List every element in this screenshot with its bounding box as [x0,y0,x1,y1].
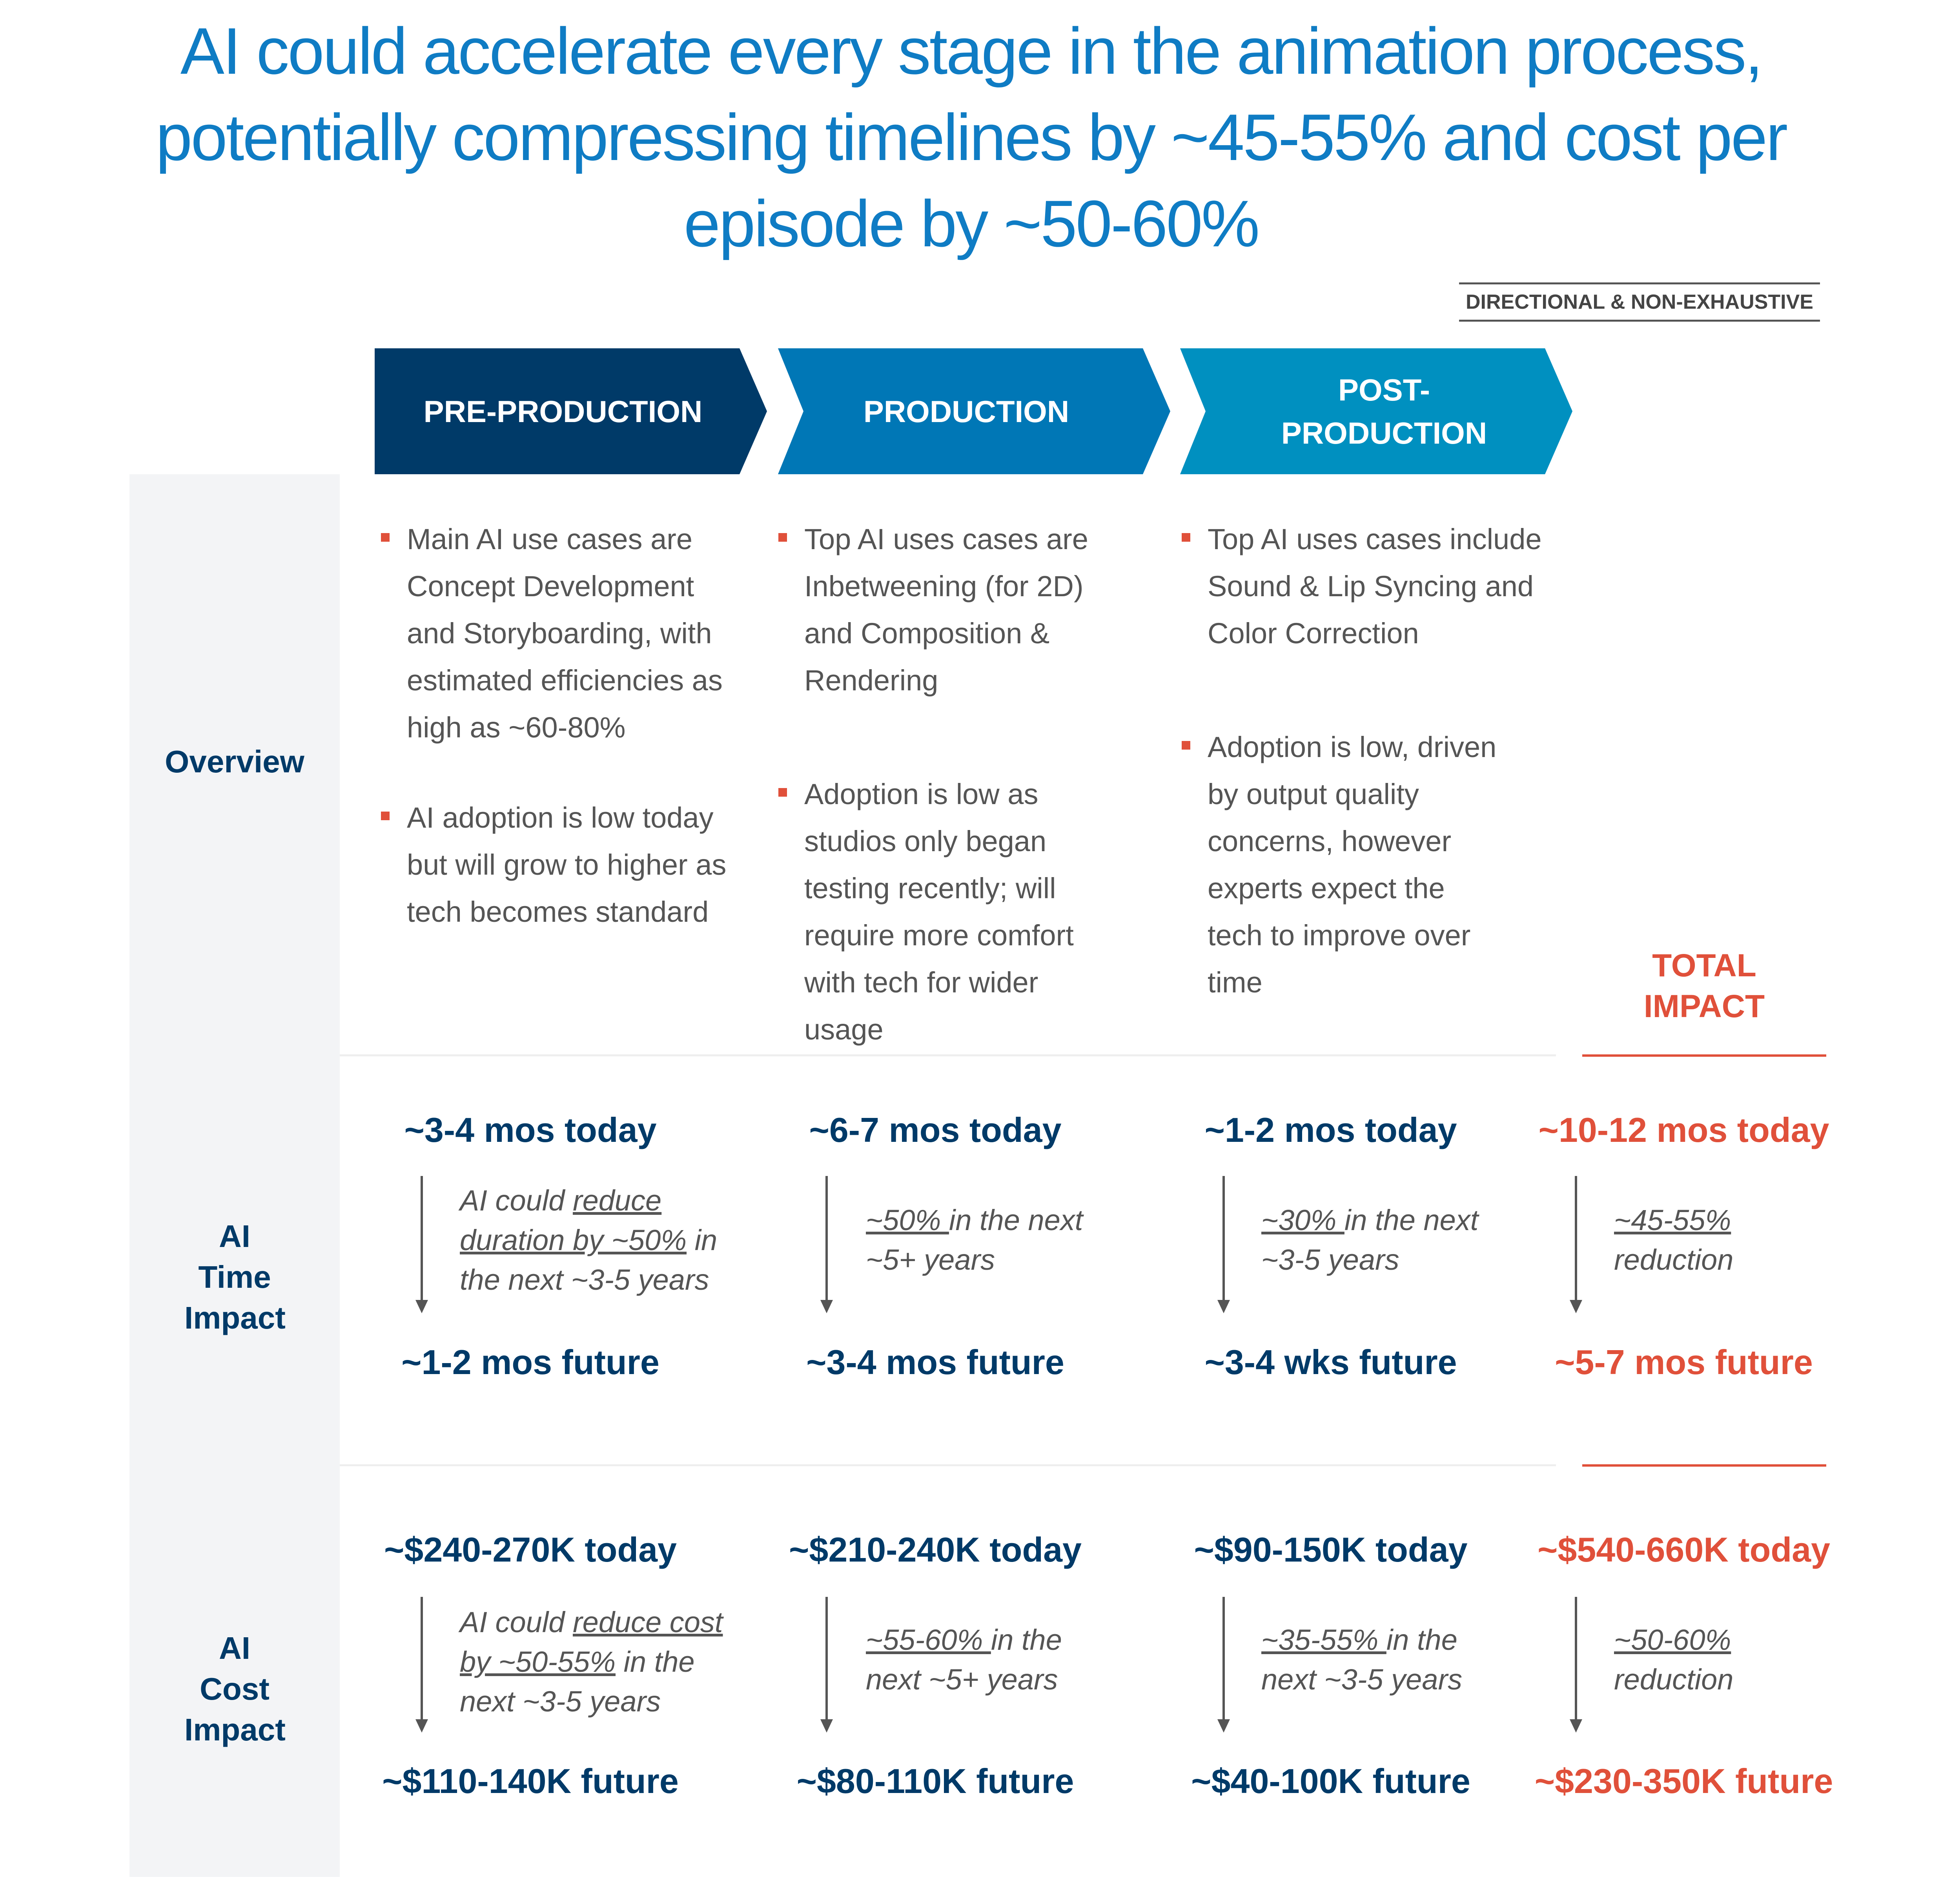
time-reduction-note: ~30% in the next ~3-5 years [1261,1200,1512,1280]
cost-future-value: ~$230-350K future [1534,1762,1833,1800]
bullet: AI adoption is low today but will grow t… [381,794,734,936]
overview-production: Top AI uses cases are Inbetweening (for … [778,516,1131,1053]
down-arrow-icon [1570,1597,1582,1733]
stage-chevron-post-production: POST-PRODUCTION [1180,348,1572,474]
note-suffix: reduction [1614,1663,1734,1696]
bullet: Top AI uses cases include Sound & Lip Sy… [1182,516,1558,657]
divider [340,1464,1556,1466]
down-arrow-icon [820,1597,833,1733]
time-reduction-note: AI could reduce duration by ~50% in the … [460,1181,742,1300]
overview-pre: Main AI use cases are Concept Developmen… [381,516,734,936]
time-future-value: ~3-4 wks future [1204,1343,1457,1382]
time-future-value: ~5-7 mos future [1555,1343,1813,1382]
cost-reduction-note: ~35-55% in the next ~3-5 years [1261,1620,1512,1699]
total-impact-label: TOTAL IMPACT [1643,948,1765,1024]
stage-chevron-pre-production: PRE-PRODUCTION [375,348,767,474]
down-arrow-icon [1217,1176,1230,1313]
time-future-value: ~3-4 mos future [806,1343,1064,1382]
note-highlight: ~55-60% [866,1624,991,1656]
note-suffix: reduction [1614,1243,1734,1276]
note-suffix: in the next ~5+ years [866,1624,1062,1696]
stage-chevron-production: PRODUCTION [778,348,1170,474]
row-label-overview: Overview [165,744,304,779]
down-arrow-icon [415,1176,428,1313]
cost-reduction-note: ~50-60% reduction [1614,1620,1802,1699]
cost-future-value: ~$110-140K future [382,1762,679,1800]
down-arrow-icon [1217,1597,1230,1733]
down-arrow-icon [1570,1176,1582,1313]
cost-future-value: ~$40-100K future [1191,1762,1470,1800]
note-highlight: reduce duration by ~50% [460,1184,687,1256]
note-highlight: ~45-55% [1614,1204,1731,1236]
bullet: Main AI use cases are Concept Developmen… [381,516,734,751]
note-highlight: ~50% [866,1204,949,1236]
row-label-cost: AI Cost Impact [184,1631,286,1747]
note-suffix: in the next ~3-5 years [1261,1624,1463,1696]
note-prefix: AI could [460,1606,573,1638]
note-highlight: ~35-55% [1261,1624,1386,1656]
time-today-value: ~6-7 mos today [809,1110,1062,1149]
note-suffix: in the next ~3-5 years [460,1646,695,1718]
cost-today-value: ~$90-150K today [1194,1530,1468,1569]
cost-today-value: ~$210-240K today [789,1530,1082,1569]
bullet: Adoption is low, driven by output qualit… [1182,724,1507,1006]
row-label-time: AI Time Impact [184,1219,286,1335]
directional-tag: DIRECTIONAL & NON-EXHAUSTIVE [1459,282,1820,322]
time-today-value: ~10-12 mos today [1538,1110,1829,1149]
note-prefix: AI could [460,1184,573,1217]
down-arrow-icon [820,1176,833,1313]
time-today-value: ~3-4 mos today [404,1110,657,1149]
cost-today-value: ~$540-660K today [1538,1530,1830,1569]
down-arrow-icon [415,1597,428,1733]
row-label-panel [129,474,340,1877]
total-divider [1582,1054,1826,1057]
divider [340,1054,1556,1056]
note-suffix: in the next ~5+ years [866,1204,1083,1276]
overview-post: Top AI uses cases include Sound & Lip Sy… [1182,516,1558,1006]
note-highlight: ~50-60% [1614,1624,1731,1656]
note-suffix: in the next ~3-5 years [1261,1204,1479,1276]
bullet: Adoption is low as studios only began te… [778,771,1124,1053]
note-highlight: reduce cost by ~50-55% [460,1606,723,1678]
time-future-value: ~1-2 mos future [401,1343,659,1382]
cost-reduction-note: ~55-60% in the next ~5+ years [866,1620,1117,1699]
cost-today-value: ~$240-270K today [384,1530,677,1569]
page-title: AI could accelerate every stage in the a… [155,14,1788,260]
note-suffix: in the next ~3-5 years [460,1224,718,1296]
time-today-value: ~1-2 mos today [1204,1110,1457,1149]
time-reduction-note: ~45-55% reduction [1614,1200,1802,1280]
cost-reduction-note: AI could reduce cost by ~50-55% in the n… [460,1602,742,1721]
cost-future-value: ~$80-110K future [796,1762,1074,1800]
time-reduction-note: ~50% in the next ~5+ years [866,1200,1117,1280]
total-divider [1582,1464,1826,1467]
bullet: Top AI uses cases are Inbetweening (for … [778,516,1131,704]
note-highlight: ~30% [1261,1204,1344,1236]
